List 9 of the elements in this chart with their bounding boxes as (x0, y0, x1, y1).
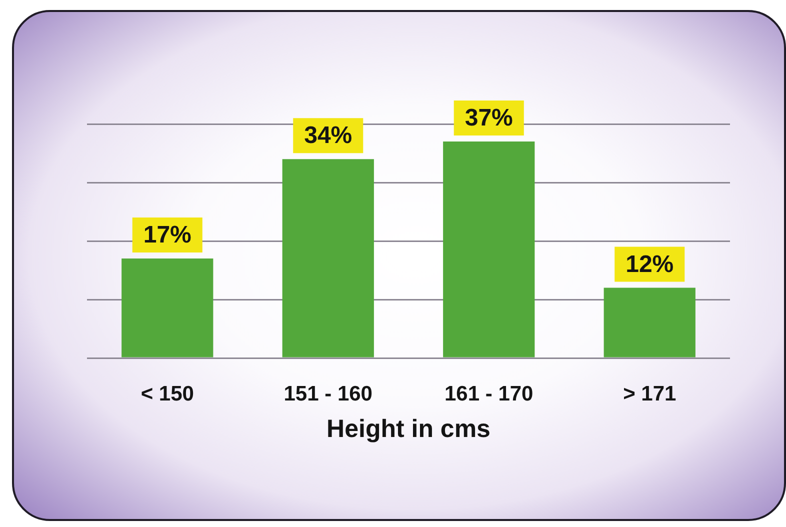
data-label: 12% (626, 250, 674, 278)
x-tick-label: < 150 (140, 382, 194, 406)
data-label: 34% (304, 122, 352, 150)
x-tick-label: > 171 (623, 382, 677, 406)
x-tick-label: 161 - 170 (444, 382, 534, 406)
x-tick-label: 151 - 160 (284, 382, 372, 406)
x-axis-title: Height in cms (326, 414, 490, 443)
data-label: 37% (464, 104, 513, 132)
data-label: 17% (143, 222, 192, 249)
